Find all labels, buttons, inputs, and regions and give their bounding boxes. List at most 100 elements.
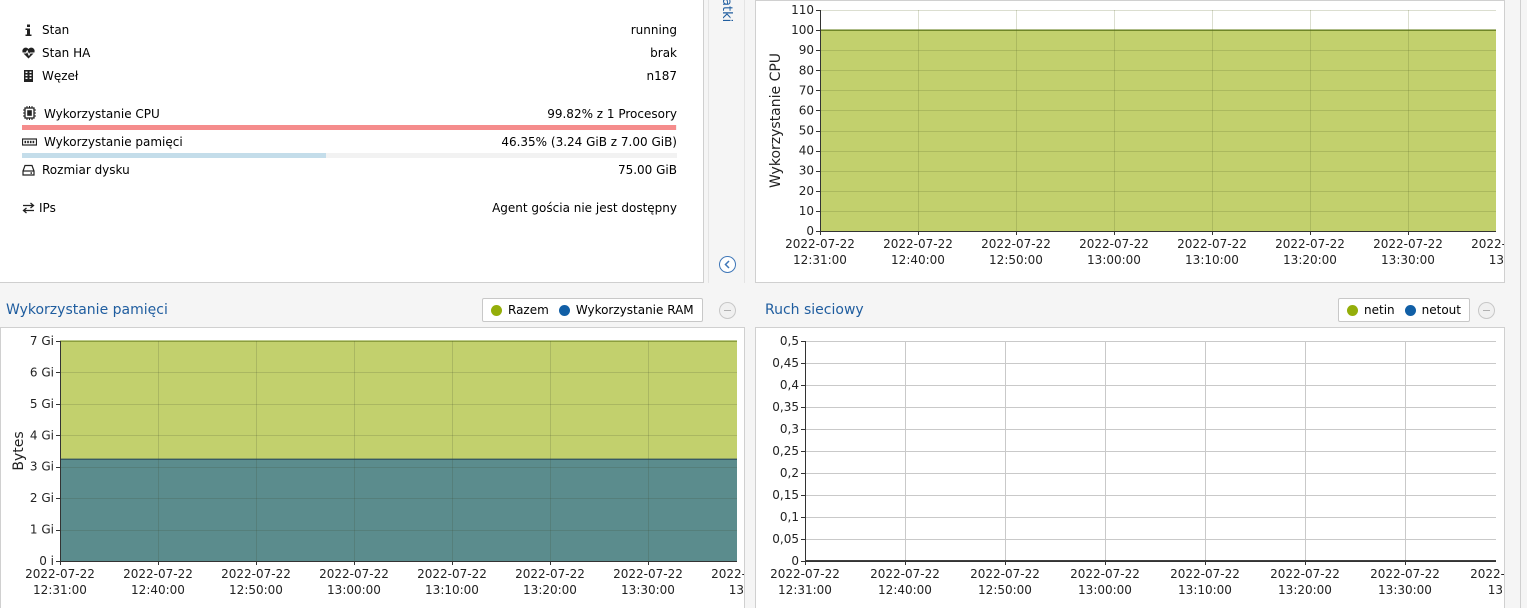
y-tick-label: 2 Gi bbox=[30, 491, 54, 505]
status-state-value: running bbox=[630, 23, 677, 37]
x-tick-label-date: 2022-07-22 bbox=[319, 567, 389, 581]
cpu-usage-label: Wykorzystanie CPU bbox=[44, 107, 160, 121]
x-tick-label-date: 2022-07-22 bbox=[785, 237, 855, 251]
expand-panel-button[interactable] bbox=[719, 256, 736, 273]
x-tick-label-date: 2022-07-22 bbox=[1170, 567, 1240, 581]
x-tick-label-time: 13:40 bbox=[729, 583, 745, 597]
x-tick-label-date: 2022-07-22 bbox=[711, 567, 745, 581]
y-tick-label: 0,3 bbox=[780, 422, 799, 436]
y-tick-label: 70 bbox=[799, 83, 814, 97]
x-tick-label-time: 13:10:00 bbox=[1185, 253, 1239, 267]
x-tick-label-time: 13:30:00 bbox=[1381, 253, 1435, 267]
status-ha-value: brak bbox=[650, 46, 677, 60]
status-row-ha: Stan HA brak bbox=[22, 45, 677, 61]
x-tick-label-date: 2022-07-22 bbox=[25, 567, 95, 581]
y-tick-label: 30 bbox=[799, 164, 814, 178]
x-tick-label-time: 12:50:00 bbox=[978, 583, 1032, 597]
ips-label: IPs bbox=[39, 201, 56, 215]
memory-usage-bar bbox=[22, 153, 677, 158]
network-chart-legend: netin netout bbox=[1338, 298, 1470, 322]
y-tick-label: 6 Gi bbox=[30, 365, 54, 379]
y-tick-label: 90 bbox=[799, 43, 814, 57]
status-row-memory: Wykorzystanie pamięci 46.35% (3.24 GiB z… bbox=[21, 134, 677, 150]
x-tick-label-time: 13:00:00 bbox=[327, 583, 381, 597]
legend-label-netin[interactable]: netin bbox=[1364, 303, 1395, 317]
status-node-value: n187 bbox=[646, 69, 677, 83]
memory-panel-collapse-button[interactable] bbox=[719, 302, 736, 319]
legend-label-razem[interactable]: Razem bbox=[508, 303, 549, 317]
network-panel-collapse-button[interactable] bbox=[1478, 302, 1495, 319]
x-tick-label-date: 2022-07-22 bbox=[1470, 567, 1505, 581]
y-tick-label: 20 bbox=[799, 184, 814, 198]
x-tick-label-time: 13:10:00 bbox=[425, 583, 479, 597]
y-tick-label: 0,35 bbox=[772, 400, 799, 414]
x-tick-label-time: 13:40 bbox=[1489, 253, 1505, 267]
y-tick-label: 10 bbox=[799, 204, 814, 218]
x-tick-label-date: 2022-07-22 bbox=[1370, 567, 1440, 581]
status-panel: Stan running Stan HA brak Węzeł n187 bbox=[0, 0, 704, 283]
y-tick-label: 0 bbox=[806, 224, 814, 238]
building-icon bbox=[24, 70, 33, 82]
heartbeat-icon bbox=[22, 47, 35, 59]
memory-chart-legend: Razem Wykorzystanie RAM bbox=[482, 298, 703, 322]
x-tick-label-time: 13:20:00 bbox=[1278, 583, 1332, 597]
memory-chart-panel: 0 i 1 Gi 2 Gi 3 Gi 4 Gi 5 Gi 6 Gi 7 Gi 2022-07-2… bbox=[0, 327, 745, 608]
x-tick-label-time: 13:40 bbox=[1488, 583, 1505, 597]
x-tick-label-time: 13:20:00 bbox=[1283, 253, 1337, 267]
collapsed-panel-title[interactable]: atki bbox=[719, 0, 734, 23]
legend-dot-green bbox=[491, 304, 502, 316]
y-tick-label: 0,45 bbox=[772, 356, 799, 370]
legend-label-netout[interactable]: netout bbox=[1421, 303, 1461, 317]
x-tick-label-time: 12:40:00 bbox=[131, 583, 185, 597]
x-tick-label-time: 12:40:00 bbox=[878, 583, 932, 597]
chevron-left-icon bbox=[724, 260, 730, 269]
memory-panel-title: Wykorzystanie pamięci bbox=[6, 302, 168, 318]
y-axis-title: Bytes bbox=[11, 431, 27, 470]
memory-panel-header: Wykorzystanie pamięci Razem Wykorzystani… bbox=[0, 293, 745, 327]
memory-icon bbox=[21, 138, 38, 146]
legend-item-razem[interactable]: Razem bbox=[491, 303, 549, 317]
x-tick-label-date: 2022-07-22 bbox=[981, 237, 1051, 251]
cpu-icon bbox=[23, 106, 36, 120]
legend-item-netin[interactable]: netin bbox=[1347, 303, 1395, 317]
status-state-label: Stan bbox=[42, 23, 70, 37]
x-tick-label-date: 2022-07-22 bbox=[770, 567, 840, 581]
x-tick-label-date: 2022-07-22 bbox=[870, 567, 940, 581]
x-tick-label-date: 2022-07-22 bbox=[613, 567, 683, 581]
legend-dot-blue bbox=[1404, 304, 1416, 316]
x-tick-label-date: 2022-07-22 bbox=[221, 567, 291, 581]
status-row-state: Stan running bbox=[22, 22, 677, 38]
legend-item-ram[interactable]: Wykorzystanie RAM bbox=[558, 303, 694, 317]
legend-dot-blue bbox=[558, 304, 570, 316]
x-tick-label-date: 2022-07-22 bbox=[1079, 237, 1149, 251]
right-scroll-edge bbox=[1516, 0, 1527, 608]
x-tick-label-date: 2022-07-22 bbox=[970, 567, 1040, 581]
x-tick-label-time: 13:00:00 bbox=[1087, 253, 1141, 267]
x-tick-label-time: 13:30:00 bbox=[1378, 583, 1432, 597]
cpu-usage-area bbox=[820, 30, 1496, 231]
cpu-chart-panel: 0 10 20 30 40 50 60 70 80 90 100 110 2022-07-22 12:31… bbox=[755, 0, 1505, 283]
legend-item-netout[interactable]: netout bbox=[1404, 303, 1461, 317]
y-tick-label: 7 Gi bbox=[30, 334, 54, 348]
x-tick-label-date: 2022-07-22 bbox=[417, 567, 487, 581]
status-row-ips: IPs Agent gościa nie jest dostępny bbox=[22, 200, 677, 216]
status-row-disk: Rozmiar dysku 75.00 GiB bbox=[22, 162, 677, 178]
legend-label-ram[interactable]: Wykorzystanie RAM bbox=[575, 303, 694, 317]
x-tick-label-date: 2022-07-22 bbox=[1177, 237, 1247, 251]
network-panel-title: Ruch sieciowy bbox=[765, 302, 864, 318]
collapsed-notes-panel[interactable]: atki bbox=[708, 0, 745, 283]
legend-dot-green bbox=[1347, 304, 1358, 316]
x-tick-label-time: 13:30:00 bbox=[621, 583, 675, 597]
y-tick-label: 3 Gi bbox=[30, 460, 54, 474]
y-tick-label: 5 Gi bbox=[30, 397, 54, 411]
x-tick-label-date: 2022-07-22 bbox=[1373, 237, 1443, 251]
x-tick-label-time: 12:31:00 bbox=[778, 583, 832, 597]
status-row-cpu: Wykorzystanie CPU 99.82% z 1 Procesory bbox=[22, 106, 677, 122]
y-tick-label: 1 Gi bbox=[30, 523, 54, 537]
status-ha-label: Stan HA bbox=[42, 46, 91, 60]
y-tick-label: 0,2 bbox=[780, 466, 799, 480]
x-tick-label-time: 12:40:00 bbox=[891, 253, 945, 267]
x-tick-label-time: 12:31:00 bbox=[793, 253, 847, 267]
y-tick-label: 0 bbox=[791, 554, 799, 568]
y-tick-label: 4 Gi bbox=[30, 428, 54, 442]
